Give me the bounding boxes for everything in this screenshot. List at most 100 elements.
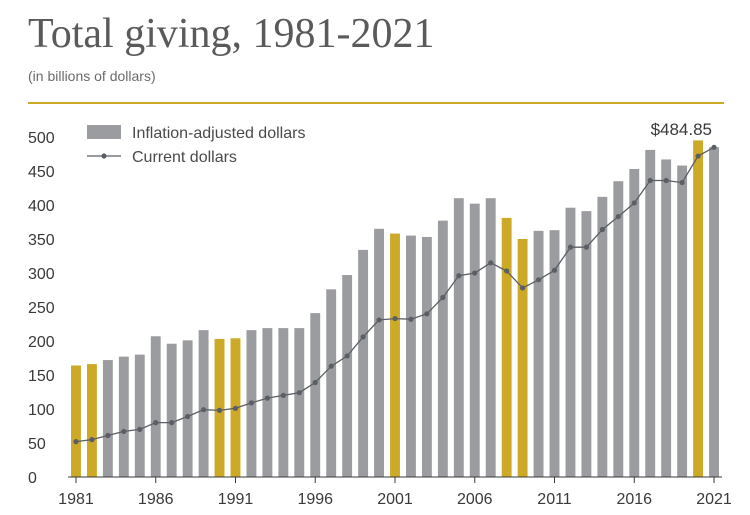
bar-2000: [374, 228, 384, 477]
bar-1986: [150, 336, 161, 477]
point-2012: [567, 244, 574, 250]
x-tick-label: 2001: [377, 491, 413, 508]
bar-1996: [310, 313, 321, 477]
title-divider: [28, 102, 724, 104]
point-1994: [280, 392, 286, 398]
point-2019: [679, 179, 685, 186]
x-tick-label: 2011: [537, 491, 572, 508]
annotations: $484.85: [651, 120, 712, 139]
point-2005: [456, 273, 462, 279]
bar-1997: [326, 289, 337, 477]
y-tick-label: 100: [28, 402, 55, 419]
point-2000: [376, 317, 382, 323]
x-tick-label: 1981: [58, 491, 94, 508]
legend-swatch-bar: [87, 125, 121, 139]
point-1987: [169, 420, 175, 426]
point-2014: [599, 226, 605, 233]
bar-2011: [549, 230, 560, 477]
point-2017: [647, 177, 653, 184]
value-annotation: $484.85: [651, 120, 712, 139]
x-tick-label: 1986: [138, 491, 174, 508]
point-2010: [535, 277, 542, 283]
bar-2012: [565, 207, 576, 477]
point-1998: [344, 353, 350, 359]
point-2009: [520, 285, 526, 291]
point-2013: [583, 244, 590, 250]
bar-2001: [390, 233, 400, 477]
y-tick-label: 450: [28, 164, 55, 181]
bar-2018: [661, 159, 672, 477]
point-1985: [137, 426, 143, 432]
bar-2006: [469, 203, 480, 477]
bar-2013: [581, 211, 592, 477]
chart-title: Total giving, 1981-2021: [28, 11, 435, 57]
bar-2005: [453, 198, 464, 477]
bar-1999: [358, 249, 369, 477]
x-tick-label: 1996: [297, 491, 333, 508]
point-2004: [440, 294, 446, 301]
point-2011: [551, 267, 558, 273]
bar-1981: [71, 365, 81, 477]
y-tick-label: 350: [28, 232, 55, 249]
bar-1985: [134, 354, 145, 477]
bar-2004: [437, 220, 448, 477]
legend: Inflation-adjusted dollars Current dollar…: [87, 125, 305, 166]
bar-2003: [421, 236, 432, 477]
bar-2015: [613, 181, 624, 477]
point-2020: [695, 153, 701, 159]
bar-2010: [533, 230, 544, 477]
bar-1983: [102, 360, 113, 477]
legend-label-bar: Inflation-adjusted dollars: [132, 125, 305, 142]
point-1991: [232, 405, 239, 411]
point-2018: [663, 177, 669, 184]
legend-label-line: Current dollars: [132, 149, 237, 166]
point-1983: [105, 432, 111, 439]
bar-1987: [166, 343, 177, 477]
bar-1994: [278, 328, 289, 477]
point-2007: [488, 260, 494, 266]
point-1995: [296, 390, 302, 396]
bars-series: [71, 140, 719, 478]
bar-2021: [709, 147, 719, 477]
bar-2008: [501, 217, 512, 478]
point-1984: [121, 428, 127, 435]
point-1982: [89, 437, 95, 443]
line-series: [73, 144, 717, 445]
point-1992: [248, 400, 255, 406]
x-tick-label: 2006: [457, 491, 493, 508]
bar-1998: [342, 275, 353, 477]
y-axis: 0 50 100 150 200 250 300 350 400 450 500: [28, 130, 55, 487]
point-1988: [185, 413, 191, 420]
x-tick-label: 2016: [616, 491, 652, 508]
point-1993: [264, 395, 270, 401]
bar-2016: [629, 168, 640, 477]
bar-1982: [86, 364, 97, 477]
x-tick-label: 1991: [218, 491, 254, 508]
y-tick-label: 150: [28, 368, 55, 385]
y-tick-label: 400: [28, 198, 55, 215]
point-1999: [360, 334, 366, 340]
bar-1989: [198, 330, 209, 477]
y-tick-label: 250: [28, 300, 55, 317]
x-axis: 1981 1986 1991 1996 2001 2006 2011 2016 2021: [58, 476, 732, 508]
x-tick-label: 2021: [696, 491, 732, 508]
bar-2007: [485, 198, 496, 477]
point-1981: [73, 439, 79, 445]
bar-1984: [118, 356, 129, 477]
chart-subtitle: (in billions of dollars): [28, 68, 156, 84]
point-2016: [631, 200, 637, 206]
point-1986: [153, 420, 159, 426]
point-2021: [711, 144, 717, 150]
point-1996: [312, 379, 318, 386]
bar-2014: [597, 196, 608, 477]
bar-2009: [517, 239, 528, 477]
point-2003: [424, 311, 430, 317]
point-2006: [472, 270, 478, 276]
y-tick-label: 300: [28, 266, 55, 283]
point-1997: [328, 363, 334, 369]
bar-2019: [677, 165, 688, 477]
y-tick-label: 500: [28, 130, 55, 147]
point-1990: [216, 407, 223, 413]
point-2001: [392, 315, 398, 322]
bar-2002: [406, 235, 416, 477]
